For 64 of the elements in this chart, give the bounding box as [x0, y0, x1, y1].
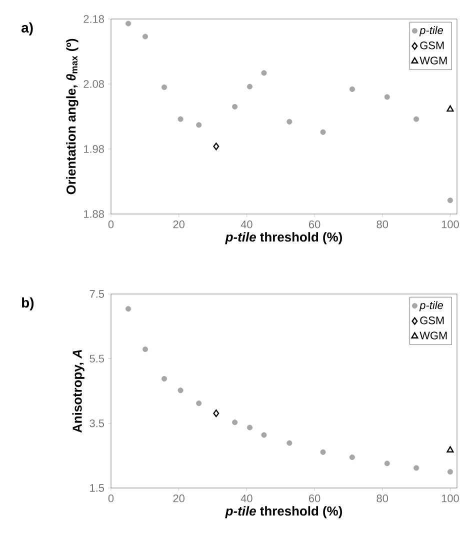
- x-axis-title: p-tile threshold (%): [225, 506, 342, 518]
- x-tick-label: 40: [240, 494, 252, 502]
- point: [286, 440, 292, 446]
- y-tick-label: 2.08: [84, 80, 104, 88]
- point: [384, 460, 390, 466]
- point: [178, 116, 184, 122]
- x-tick-label: 0: [108, 494, 114, 502]
- point: [178, 388, 184, 394]
- point: [161, 84, 168, 90]
- point: [246, 424, 253, 430]
- point: [446, 446, 454, 452]
- point: [414, 116, 420, 122]
- point: [232, 104, 238, 110]
- x-tick-label: 100: [442, 494, 459, 502]
- point: [447, 469, 454, 475]
- point: [349, 454, 355, 460]
- point: [414, 465, 420, 471]
- legend-label: WGM: [420, 332, 447, 340]
- y-tick-label: 1.88: [84, 210, 104, 218]
- point: [232, 420, 238, 426]
- point: [446, 105, 454, 112]
- x-tick-label: 40: [240, 220, 252, 228]
- point: [196, 122, 202, 128]
- point: [286, 118, 292, 124]
- legend-label: GSM: [420, 42, 444, 50]
- point: [161, 376, 168, 382]
- point: [349, 86, 355, 92]
- legend-label: WGM: [420, 56, 447, 64]
- x-tick-label: 60: [309, 494, 320, 502]
- point: [246, 84, 253, 90]
- point: [213, 410, 220, 418]
- point: [126, 306, 132, 312]
- point: [261, 70, 267, 76]
- chart-title: b): [22, 297, 34, 310]
- y-tick-label: 1.98: [84, 145, 104, 153]
- point: [142, 34, 148, 40]
- y-tick-label: 3.5: [90, 419, 104, 428]
- x-tick-label: 60: [309, 220, 320, 228]
- y-tick-label: 1.5: [90, 484, 104, 492]
- y-axis-title: Anisotropy, A: [72, 350, 84, 433]
- point: [384, 94, 390, 100]
- y-tick-label: 2.18: [84, 15, 104, 23]
- point: [447, 198, 454, 204]
- x-tick-label: 0: [108, 220, 114, 228]
- chart-title: a): [22, 22, 33, 36]
- x-tick-label: 20: [173, 494, 184, 502]
- y-axis-title: Orientation angle, θ$_{max}$ (º): [66, 38, 78, 194]
- point: [126, 20, 132, 26]
- x-tick-label: 80: [376, 220, 388, 228]
- x-tick-label: 80: [376, 494, 388, 502]
- point: [320, 449, 326, 455]
- x-axis-title: p-tile threshold (%): [225, 232, 342, 244]
- y-tick-label: 7.5: [90, 290, 104, 298]
- point: [261, 432, 267, 438]
- y-tick-label: 5.5: [90, 354, 104, 362]
- point: [213, 142, 220, 150]
- x-tick-label: 20: [173, 220, 184, 228]
- legend-label: p-tile: [419, 26, 443, 36]
- legend-label: p-tile: [419, 301, 443, 312]
- x-tick-label: 100: [442, 220, 459, 228]
- point: [196, 400, 202, 406]
- point: [320, 129, 326, 135]
- point: [142, 346, 148, 352]
- legend-label: GSM: [420, 316, 444, 324]
